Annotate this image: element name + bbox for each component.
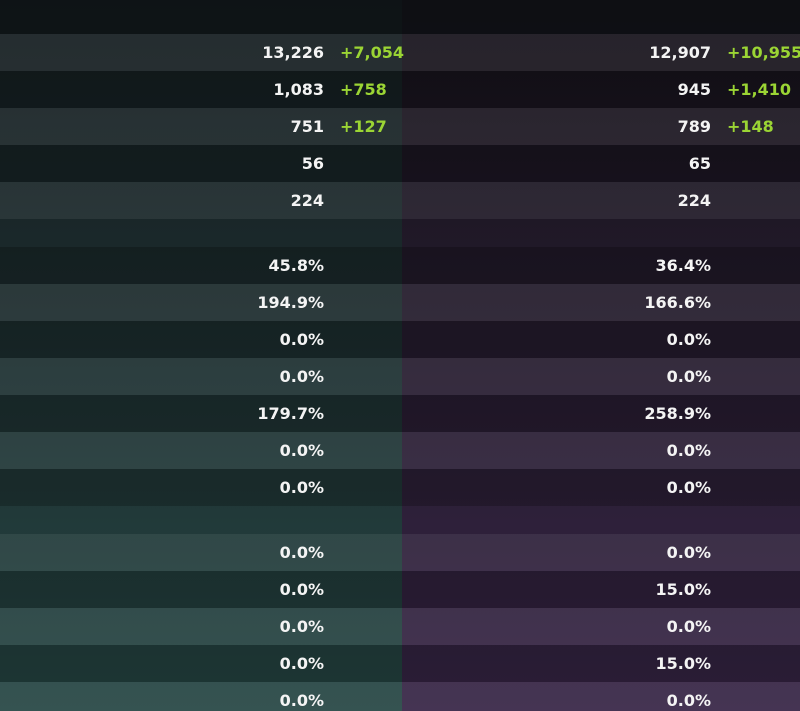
right-value: 0.0% <box>666 690 711 710</box>
left-value: 179.7% <box>257 403 324 423</box>
left-value: 0.0% <box>279 690 324 710</box>
left-value: 751 <box>290 116 324 136</box>
right-value: 224 <box>677 190 711 210</box>
right-value: 0.0% <box>666 616 711 636</box>
left-value: 0.0% <box>279 329 324 349</box>
right-value: 0.0% <box>666 440 711 460</box>
stat-row: 0.0% 0.0% <box>0 468 800 506</box>
stat-row: 56 65 <box>0 144 800 182</box>
right-value: 15.0% <box>655 653 711 673</box>
left-panel <box>0 0 402 711</box>
stat-row: 179.7% 258.9% <box>0 394 800 432</box>
left-value: 1,083 <box>273 79 324 99</box>
right-value: 65 <box>688 153 711 173</box>
stat-row: 13,226 +7,054 12,907 +10,955 <box>0 33 800 71</box>
left-value: 194.9% <box>257 292 324 312</box>
left-bonus: +127 <box>340 116 387 136</box>
stat-row: 0.0% 0.0% <box>0 681 800 711</box>
stat-row: 0.0% 0.0% <box>0 357 800 395</box>
right-value: 0.0% <box>666 366 711 386</box>
right-panel <box>402 0 800 711</box>
right-value: 945 <box>677 79 711 99</box>
left-value: 56 <box>301 153 324 173</box>
left-bonus: +758 <box>340 79 387 99</box>
stat-row: 751 +127 789 +148 <box>0 107 800 145</box>
left-value: 0.0% <box>279 653 324 673</box>
stat-row: 0.0% 0.0% <box>0 431 800 469</box>
stat-row: 0.0% 15.0% <box>0 644 800 682</box>
left-value: 0.0% <box>279 616 324 636</box>
left-value: 13,226 <box>262 42 324 62</box>
left-value: 0.0% <box>279 579 324 599</box>
left-value: 0.0% <box>279 440 324 460</box>
stat-row: 0.0% 15.0% <box>0 570 800 608</box>
stat-row: 0.0% 0.0% <box>0 607 800 645</box>
right-value: 166.6% <box>644 292 711 312</box>
right-value: 0.0% <box>666 477 711 497</box>
right-value: 15.0% <box>655 579 711 599</box>
stat-row: 0.0% 0.0% <box>0 320 800 358</box>
left-bonus: +7,054 <box>340 42 405 62</box>
right-value: 36.4% <box>655 255 711 275</box>
stat-row: 224 224 <box>0 181 800 219</box>
stat-row: 194.9% 166.6% <box>0 283 800 321</box>
left-value: 224 <box>290 190 324 210</box>
right-value: 258.9% <box>644 403 711 423</box>
left-value: 0.0% <box>279 477 324 497</box>
right-value: 0.0% <box>666 329 711 349</box>
stat-row: 1,083 +758 945 +1,410 <box>0 70 800 108</box>
stat-row: 0.0% 0.0% <box>0 533 800 571</box>
top-bar <box>0 0 800 34</box>
right-bonus: +148 <box>727 116 774 136</box>
stat-row: 45.8% 36.4% <box>0 246 800 284</box>
right-value: 789 <box>677 116 711 136</box>
right-bonus: +10,955 <box>727 42 800 62</box>
left-value: 0.0% <box>279 542 324 562</box>
left-value: 45.8% <box>268 255 324 275</box>
right-value: 12,907 <box>649 42 711 62</box>
left-value: 0.0% <box>279 366 324 386</box>
right-bonus: +1,410 <box>727 79 792 99</box>
right-value: 0.0% <box>666 542 711 562</box>
